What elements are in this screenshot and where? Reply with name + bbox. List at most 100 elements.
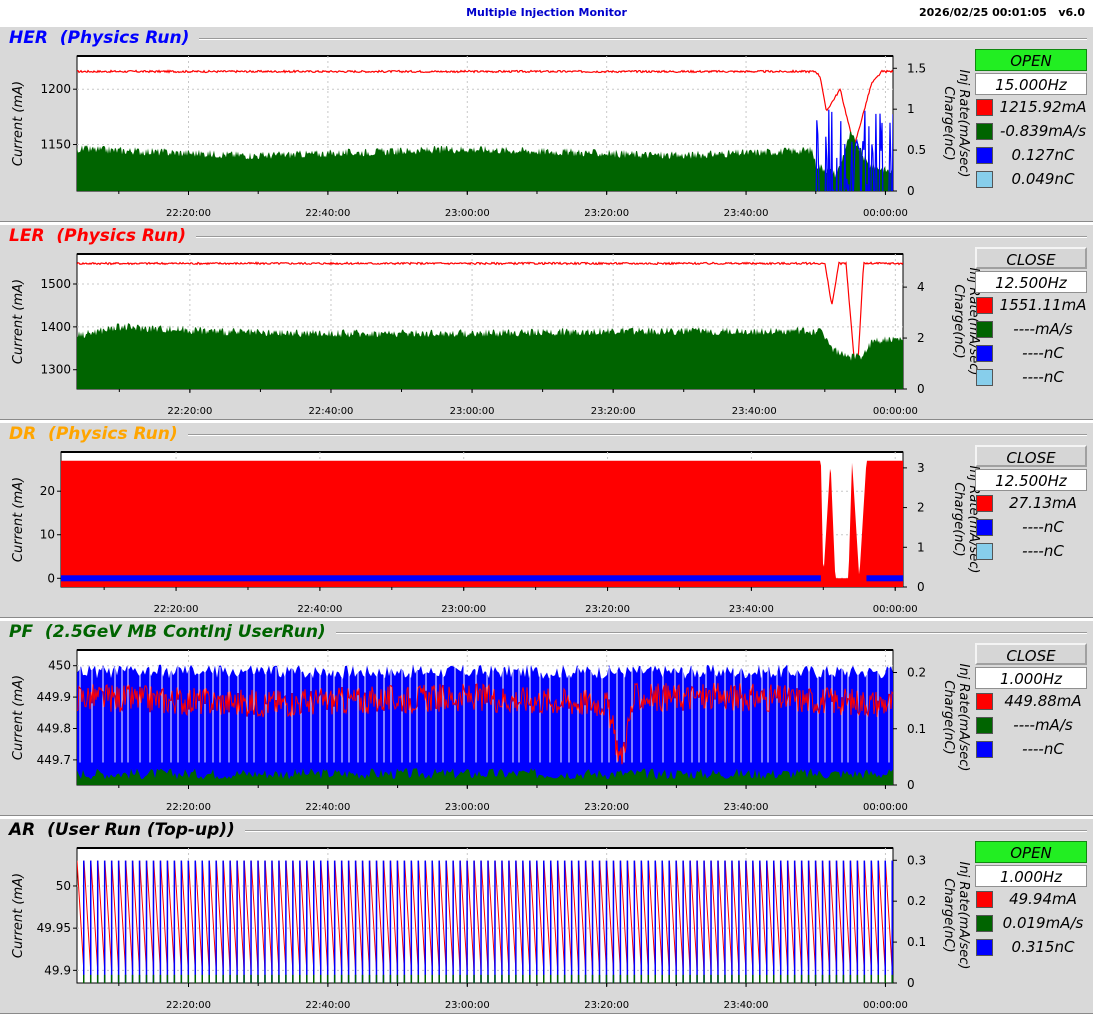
injection-status-button[interactable]: OPEN (975, 841, 1087, 863)
legend-swatch (976, 716, 993, 734)
y-tick-label: 449.9 (37, 690, 71, 704)
legend-value: 49.94mA (1009, 890, 1077, 908)
x-tick-label: 23:00:00 (450, 406, 495, 417)
plot-dr: 22:20:00 22:40:00 23:00:00 23:20:00 23:40:00… (11, 451, 981, 615)
y2-axis-label: Charge(nC) (941, 878, 956, 952)
title-bar: Multiple Injection Monitor 2026/02/25 00… (0, 0, 1093, 27)
x-tick-label: 22:20:00 (167, 406, 212, 417)
title-rule (244, 830, 1087, 832)
legend: OPEN 1.000Hz 49.94mA 0.019mA/s 0.315nC (975, 841, 1089, 959)
y-tick-label: 20 (40, 484, 55, 498)
x-tick-label: 23:00:00 (445, 802, 490, 813)
legend-value: 1551.11mA (999, 296, 1087, 314)
legend-row: -0.839mA/s (975, 119, 1089, 143)
x-tick-label: 22:20:00 (166, 802, 211, 813)
y2-tick-label: 0 (907, 778, 915, 792)
x-tick-label: 23:40:00 (724, 802, 769, 813)
legend-row: ----mA/s (975, 713, 1089, 737)
legend-swatch (976, 518, 993, 536)
y2-tick-label: 1 (907, 102, 915, 116)
panel-her: HER (Physics Run) 22:20:00 22:40:00 23:00:0… (0, 26, 1093, 222)
ring-name: DR (9, 424, 37, 444)
x-tick-label: 23:20:00 (584, 1000, 629, 1011)
y2-tick-label: 0.1 (907, 935, 926, 949)
y2-tick-label: 0.1 (907, 722, 926, 736)
legend: CLOSE 12.500Hz 27.13mA ----nC ----nC (975, 445, 1089, 563)
injection-status-button[interactable]: CLOSE (975, 247, 1087, 269)
injection-status-button[interactable]: CLOSE (975, 445, 1087, 467)
y2-axis-label: Charge(nC) (941, 680, 956, 754)
legend: OPEN 15.000Hz 1215.92mA -0.839mA/s 0.127nC 0.… (975, 49, 1089, 191)
series-current-overlay (77, 682, 893, 765)
timestamp-version: 2026/02/25 00:01:05 v6.0 (919, 6, 1085, 19)
title-rule (196, 236, 1087, 238)
panel-title: DR (Physics Run) (9, 423, 184, 445)
y2-tick-label: 0.3 (907, 853, 926, 867)
legend-swatch (976, 122, 993, 140)
x-tick-label: 00:00:00 (863, 1000, 908, 1011)
plot-her: 22:20:00 22:40:00 23:00:00 23:20:00 23:40:00… (11, 55, 971, 219)
panel-dr: DR (Physics Run) 22:20:00 22:40:00 23:00:00… (0, 422, 1093, 618)
y2-tick-label: 2 (917, 331, 925, 345)
y-axis-label: Current (mA) (11, 81, 26, 166)
frequency-readout: 1.000Hz (975, 865, 1087, 887)
legend-value: ----mA/s (1013, 320, 1073, 338)
injection-status-button[interactable]: CLOSE (975, 643, 1087, 665)
legend-value: ----nC (1022, 368, 1064, 386)
plot-series (77, 261, 903, 389)
y2-axis-label: Inj Rate(mA/sec) (956, 70, 971, 178)
legend-row: 1551.11mA (975, 293, 1089, 317)
y2-tick-label: 0.2 (907, 666, 926, 680)
x-tick-label: 23:40:00 (729, 604, 774, 615)
y-tick-label: 49.9 (44, 963, 71, 977)
timestamp: 2026/02/25 00:01:05 (919, 6, 1047, 19)
legend-row: 27.13mA (975, 491, 1089, 515)
x-tick-label: 23:20:00 (585, 604, 630, 615)
x-tick-label: 22:40:00 (305, 208, 350, 219)
legend-value: ----nC (1022, 542, 1064, 560)
y-tick-label: 49.95 (37, 921, 71, 935)
legend-row: ----nC (975, 515, 1089, 539)
plot-series (77, 860, 893, 983)
legend-value: -0.839mA/s (999, 122, 1087, 140)
y-tick-label: 1400 (40, 320, 71, 334)
x-tick-label: 23:00:00 (441, 604, 486, 615)
y2-tick-label: 0 (907, 184, 915, 198)
y-tick-label: 449.8 (37, 721, 71, 735)
y-tick-label: 1500 (40, 277, 71, 291)
x-tick-label: 23:20:00 (584, 802, 629, 813)
plot-series (77, 664, 893, 785)
y2-tick-label: 3 (917, 461, 925, 475)
x-tick-label: 22:20:00 (154, 604, 199, 615)
legend-row: ----nC (975, 539, 1089, 563)
legend-swatch (976, 344, 993, 362)
legend-row: 449.88mA (975, 689, 1089, 713)
app-title: Multiple Injection Monitor (466, 6, 627, 19)
y2-tick-label: 1 (917, 540, 925, 554)
series-charge1 (815, 109, 893, 191)
x-tick-label: 00:00:00 (863, 208, 908, 219)
legend-row: 49.94mA (975, 887, 1089, 911)
injection-status-button[interactable]: OPEN (975, 49, 1087, 71)
legend-value: 0.315nC (1011, 938, 1075, 956)
version: v6.0 (1058, 6, 1085, 19)
y-tick-label: 0 (47, 571, 55, 585)
legend: CLOSE 12.500Hz 1551.11mA ----mA/s ----nC ----… (975, 247, 1089, 389)
run-mode: (Physics Run) (56, 226, 186, 246)
x-tick-label: 00:00:00 (873, 406, 918, 417)
legend-value: ----nC (1022, 344, 1064, 362)
title-rule (199, 38, 1087, 40)
legend-row: ----nC (975, 341, 1089, 365)
y2-tick-label: 0 (917, 382, 925, 396)
y-axis-label: Current (mA) (11, 477, 26, 562)
plot-series (77, 69, 893, 191)
legend-swatch (976, 890, 993, 908)
legend-value: 0.049nC (1011, 170, 1075, 188)
frequency-readout: 15.000Hz (975, 73, 1087, 95)
y2-tick-label: 0.2 (907, 894, 926, 908)
y2-tick-label: 0 (907, 976, 915, 990)
x-tick-label: 23:40:00 (732, 406, 777, 417)
x-tick-label: 22:20:00 (166, 1000, 211, 1011)
run-mode: (Physics Run) (59, 28, 190, 48)
legend-swatch (976, 296, 993, 314)
